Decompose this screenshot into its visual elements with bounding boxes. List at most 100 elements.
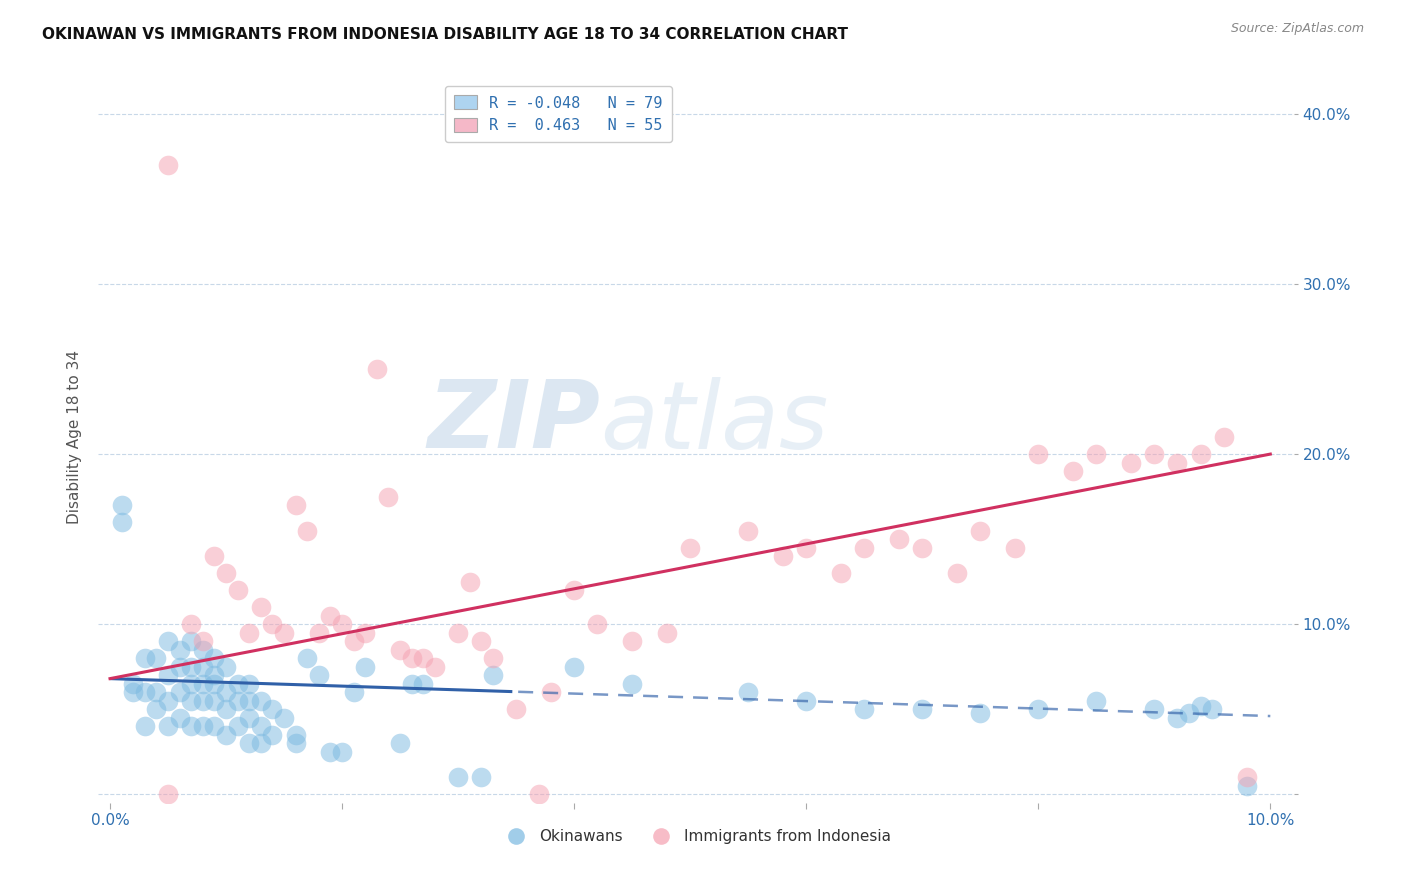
Point <box>319 745 342 759</box>
Point <box>111 498 134 512</box>
Point <box>401 677 423 691</box>
Point <box>111 515 134 529</box>
Point <box>330 745 353 759</box>
Point <box>191 719 214 733</box>
Point <box>262 702 284 716</box>
Point <box>204 719 226 733</box>
Point <box>1004 541 1026 555</box>
Point <box>679 541 702 555</box>
Point <box>169 642 191 657</box>
Point <box>911 541 934 555</box>
Point <box>273 711 295 725</box>
Point <box>226 583 249 598</box>
Point <box>157 634 180 648</box>
Point <box>204 677 226 691</box>
Point <box>1085 694 1108 708</box>
Point <box>655 625 678 640</box>
Point <box>366 362 388 376</box>
Point <box>250 600 273 615</box>
Point <box>1085 447 1108 461</box>
Point <box>238 736 260 750</box>
Point <box>191 642 214 657</box>
Point <box>794 541 817 555</box>
Point <box>1201 702 1223 716</box>
Point <box>1166 456 1188 470</box>
Point <box>458 574 481 589</box>
Text: Source: ZipAtlas.com: Source: ZipAtlas.com <box>1230 22 1364 36</box>
Point <box>830 566 852 581</box>
Point <box>343 634 366 648</box>
Point <box>1189 447 1212 461</box>
Point <box>969 706 991 720</box>
Point <box>215 728 238 742</box>
Point <box>330 617 353 632</box>
Point <box>412 677 434 691</box>
Point <box>250 736 273 750</box>
Point <box>238 677 260 691</box>
Point <box>412 651 434 665</box>
Point <box>191 634 214 648</box>
Point <box>134 719 156 733</box>
Point <box>226 677 249 691</box>
Point <box>191 694 214 708</box>
Point <box>1166 711 1188 725</box>
Point <box>482 668 505 682</box>
Point <box>157 694 180 708</box>
Point <box>262 728 284 742</box>
Point <box>1143 702 1166 716</box>
Point <box>145 702 167 716</box>
Point <box>401 651 423 665</box>
Point <box>1062 464 1084 478</box>
Point <box>284 498 307 512</box>
Point <box>389 736 412 750</box>
Text: ZIP: ZIP <box>427 376 600 468</box>
Point <box>180 677 202 691</box>
Point <box>122 685 145 699</box>
Point <box>169 685 191 699</box>
Point <box>887 532 910 546</box>
Point <box>1143 447 1166 461</box>
Point <box>1236 779 1258 793</box>
Point <box>169 659 191 673</box>
Point <box>308 625 330 640</box>
Point <box>911 702 934 716</box>
Point <box>354 659 377 673</box>
Point <box>215 702 238 716</box>
Point <box>562 659 585 673</box>
Point <box>250 694 273 708</box>
Point <box>238 711 260 725</box>
Point <box>505 702 527 716</box>
Point <box>284 728 307 742</box>
Point <box>1026 702 1049 716</box>
Point <box>470 634 492 648</box>
Point <box>215 566 238 581</box>
Text: OKINAWAN VS IMMIGRANTS FROM INDONESIA DISABILITY AGE 18 TO 34 CORRELATION CHART: OKINAWAN VS IMMIGRANTS FROM INDONESIA DI… <box>42 27 848 42</box>
Point <box>1026 447 1049 461</box>
Point <box>204 668 226 682</box>
Point <box>157 787 180 801</box>
Point <box>297 524 319 538</box>
Point <box>1236 770 1258 784</box>
Point <box>180 659 202 673</box>
Text: atlas: atlas <box>600 377 828 468</box>
Point <box>621 634 644 648</box>
Point <box>157 158 180 172</box>
Point <box>969 524 991 538</box>
Point <box>377 490 399 504</box>
Point <box>621 677 644 691</box>
Point <box>157 668 180 682</box>
Point <box>134 651 156 665</box>
Point <box>180 634 202 648</box>
Point <box>946 566 969 581</box>
Y-axis label: Disability Age 18 to 34: Disability Age 18 to 34 <box>67 350 83 524</box>
Point <box>297 651 319 665</box>
Legend: Okinawans, Immigrants from Indonesia: Okinawans, Immigrants from Indonesia <box>495 822 897 850</box>
Point <box>238 625 260 640</box>
Point <box>482 651 505 665</box>
Point <box>447 625 470 640</box>
Point <box>122 677 145 691</box>
Point <box>586 617 609 632</box>
Point <box>529 787 551 801</box>
Point <box>853 541 876 555</box>
Point <box>226 694 249 708</box>
